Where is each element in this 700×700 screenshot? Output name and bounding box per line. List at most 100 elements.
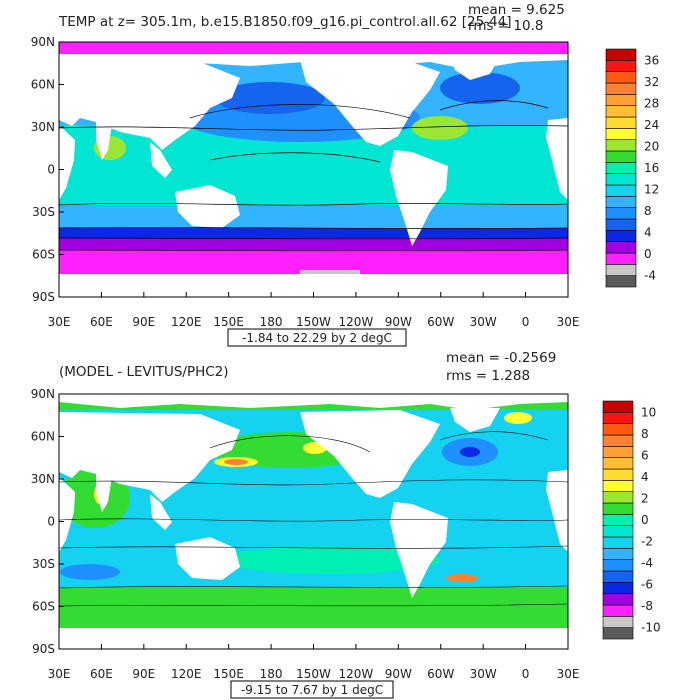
top-y-tick-label: 0 bbox=[47, 163, 55, 177]
bottom-colorbar-label: 6 bbox=[641, 448, 649, 462]
top-colorbar-label: 16 bbox=[644, 161, 659, 175]
bottom-land-north-america bbox=[300, 410, 440, 498]
top-rms: rms = 10.8 bbox=[468, 18, 543, 34]
bottom-rms: rms = 1.288 bbox=[446, 368, 530, 384]
top-colorbar-swatch bbox=[605, 94, 637, 106]
bottom-southern-band bbox=[59, 588, 568, 628]
bottom-colorbar-label: 0 bbox=[641, 513, 649, 527]
bottom-colorbar-label: -4 bbox=[641, 556, 653, 570]
top-y-tick-label: 90S bbox=[32, 290, 55, 304]
bottom-x-tick-label: 150E bbox=[213, 667, 244, 681]
bottom-y-tick-label: 0 bbox=[47, 515, 55, 529]
top-land-south-america bbox=[390, 150, 448, 246]
top-land-africa bbox=[59, 125, 75, 200]
bottom-land-eurasia bbox=[59, 412, 240, 502]
top-land-australia bbox=[175, 185, 240, 228]
top-colorbar-swatch bbox=[605, 60, 637, 72]
bottom-colorbar-label: -6 bbox=[641, 578, 653, 592]
bottom-x-tick-label: 30E bbox=[557, 667, 580, 681]
top-title: TEMP at z= 305.1m, b.e15.B1850.f09_g16.p… bbox=[58, 14, 512, 30]
top-colorbar-label: 36 bbox=[644, 53, 659, 67]
bottom-y-tick-label: 90N bbox=[31, 387, 55, 401]
bottom-agulhas-cold bbox=[60, 564, 120, 580]
bottom-x-tick-label: 90E bbox=[132, 667, 155, 681]
bottom-y-tick-label: 30S bbox=[32, 557, 55, 571]
top-subpolar-pacific bbox=[215, 82, 325, 114]
top-colorbar-swatch bbox=[605, 116, 637, 129]
top-x-tick-label: 180 bbox=[260, 315, 283, 329]
bottom-contour bbox=[209, 435, 371, 453]
top-colorbar-swatch bbox=[605, 184, 637, 197]
top-x-tick-label: 120E bbox=[171, 315, 202, 329]
bottom-land-greenland bbox=[450, 408, 500, 432]
bottom-range-label: -9.15 to 7.67 by 1 degC bbox=[241, 683, 383, 697]
top-x-tick-label: 60E bbox=[90, 315, 113, 329]
bottom-y-tick-label: 60S bbox=[32, 600, 55, 614]
top-colorbar-label: 4 bbox=[644, 226, 652, 240]
top-land-eurasia bbox=[59, 60, 240, 150]
bottom-colorbar-swatch bbox=[602, 434, 634, 447]
bottom-y-tick-label: 60N bbox=[31, 430, 55, 444]
bottom-colorbar-swatch bbox=[602, 491, 634, 504]
top-x-tick-label: 150E bbox=[213, 315, 244, 329]
top-x-tick-label: 30W bbox=[470, 315, 497, 329]
bottom-labrador-warm bbox=[504, 412, 532, 424]
top-contour bbox=[59, 237, 568, 240]
top-contours bbox=[59, 100, 568, 252]
top-x-tick-label: 30E bbox=[48, 315, 71, 329]
top-land-antarctica bbox=[59, 274, 568, 297]
top-colorbar-swatch bbox=[605, 275, 637, 288]
top-colorbar-swatch bbox=[605, 218, 637, 231]
bottom-colorbar-swatch bbox=[602, 559, 634, 572]
bottom-x-tick-label: 120E bbox=[171, 667, 202, 681]
bottom-colorbar-swatch bbox=[602, 627, 634, 640]
top-x-tick-label: 30E bbox=[557, 315, 580, 329]
top-x-tick-label: 0 bbox=[522, 315, 530, 329]
top-colorbar-swatch bbox=[605, 128, 637, 140]
bottom-contour bbox=[59, 545, 568, 549]
top-colorbar-swatch bbox=[605, 48, 637, 61]
top-colorbar-label: 0 bbox=[644, 247, 652, 261]
bottom-north-atlantic-colder bbox=[460, 447, 480, 457]
bottom-colorbar-label: -10 bbox=[641, 621, 661, 635]
top-mean: mean = 9.625 bbox=[468, 2, 565, 18]
bottom-title: (MODEL - LEVITUS/PHC2) bbox=[59, 364, 229, 380]
top-colorbar-swatch bbox=[605, 241, 637, 254]
bottom-x-tick-label: 150W bbox=[296, 667, 331, 681]
top-southern-ocean bbox=[59, 238, 568, 250]
bottom-x-tick-label: 180 bbox=[260, 667, 283, 681]
top-colorbar-swatch bbox=[605, 173, 637, 186]
bottom-colorbar-label: 4 bbox=[641, 470, 649, 484]
bottom-x-tick-label: 60W bbox=[427, 667, 454, 681]
bottom-contours bbox=[59, 431, 568, 607]
top-colorbar-swatch bbox=[605, 196, 637, 208]
top-colorbar-swatch bbox=[605, 82, 637, 95]
top-colorbar-swatch bbox=[605, 264, 637, 276]
top-y-tick-label: 30N bbox=[31, 120, 55, 134]
top-colorbar-label: 20 bbox=[644, 139, 659, 153]
top-y-tick-label: 30S bbox=[32, 205, 55, 219]
bottom-colorbar-swatch bbox=[602, 412, 634, 424]
top-arctic-band bbox=[59, 42, 568, 54]
bottom-colorbar-label: 10 bbox=[641, 405, 656, 419]
top-x-tick-label: 90W bbox=[385, 315, 412, 329]
bottom-colorbar-swatch bbox=[602, 514, 634, 526]
top-y-tick-label: 60S bbox=[32, 248, 55, 262]
bottom-colorbar-swatch bbox=[602, 502, 634, 515]
top-x-tick-label: 120W bbox=[339, 315, 374, 329]
top-contour bbox=[209, 152, 381, 163]
bottom-colorbar-swatch bbox=[602, 616, 634, 628]
top-colorbar-swatch bbox=[605, 150, 637, 163]
panel-bottom: (MODEL - LEVITUS/PHC2) mean = -0.2569 rm… bbox=[31, 350, 661, 699]
bottom-x-tick-label: 30E bbox=[48, 667, 71, 681]
top-contour bbox=[439, 100, 549, 111]
bottom-colorbar: 10 8 6 4 2 0 -2 -4 -6 -8 -10 bbox=[602, 400, 661, 640]
top-subpolar-atlantic bbox=[440, 72, 520, 104]
bottom-x-tick-label: 120W bbox=[339, 667, 374, 681]
top-colorbar-swatch bbox=[605, 207, 637, 220]
bottom-contour bbox=[59, 479, 568, 486]
bottom-colorbar-swatch bbox=[602, 548, 634, 560]
bottom-axes: 30E 60E 90E 120E 150E 180 150W 120W 90W 60W 30W 0 30… bbox=[31, 387, 580, 681]
bottom-colorbar-swatch bbox=[602, 446, 634, 458]
